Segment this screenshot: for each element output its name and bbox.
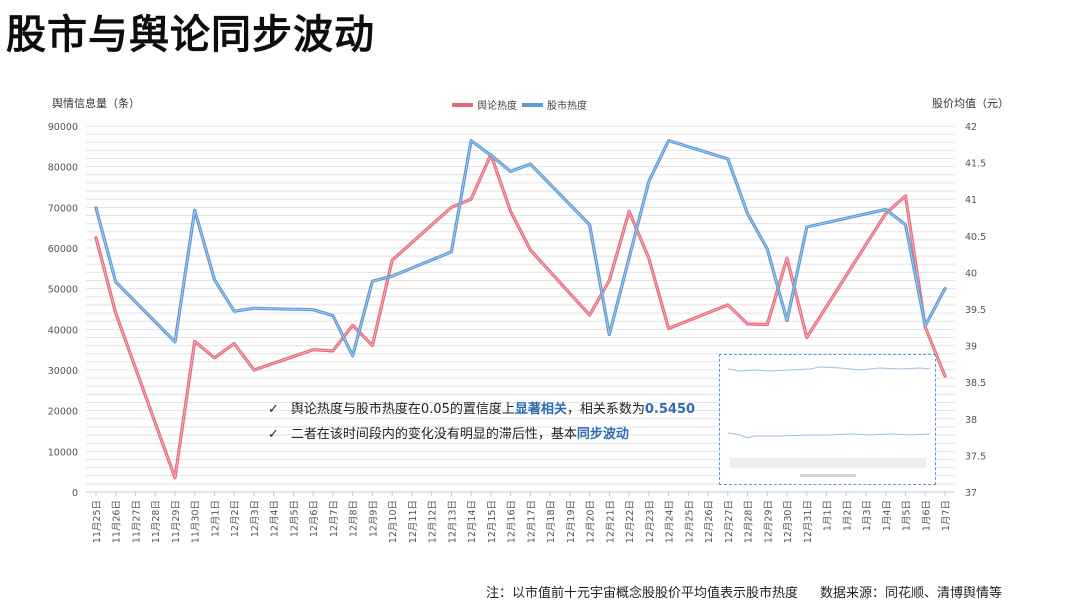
left-tick-label: 10000: [48, 447, 78, 458]
x-tick-label: 12月9日: [368, 500, 379, 537]
left-tick-label: 30000: [48, 366, 78, 377]
x-tick-label: 12月25日: [684, 500, 695, 543]
page-title: 股市与舆论同步波动: [6, 12, 375, 58]
x-tick-label: 12月30日: [783, 500, 794, 543]
right-axis-label: 股价均值（元）: [932, 97, 1009, 110]
right-tick-label: 38.5: [965, 378, 986, 389]
left-axis-label: 舆情信息量（条）: [52, 96, 140, 110]
x-tick-label: 12月15日: [487, 500, 498, 543]
thumbnail-tick-labels: [730, 458, 926, 468]
left-tick-label: 40000: [48, 325, 78, 336]
right-tick-label: 37.5: [965, 451, 986, 462]
x-tick-label: 12月1日: [210, 500, 221, 537]
x-tick-label: 11月28日: [151, 500, 162, 543]
x-tick-label: 12月20日: [586, 500, 597, 543]
left-tick-label: 90000: [48, 122, 78, 133]
x-tick-label: 12月22日: [625, 500, 636, 543]
x-tick-label: 12月28日: [744, 500, 755, 543]
x-tick-label: 12月31日: [803, 500, 814, 543]
left-tick-label: 80000: [48, 163, 78, 174]
x-tick-label: 12月12日: [428, 500, 439, 543]
x-tick-label: 1月4日: [882, 500, 893, 531]
left-tick-label: 50000: [48, 285, 78, 296]
x-axis-ticks: 11月25日 11月26日 11月27日 11月28日 11月29日 11月30日 12月1…: [92, 492, 952, 543]
x-tick-label: 1月1日: [823, 500, 834, 531]
right-tick-label: 42: [965, 122, 977, 133]
x-tick-label: 12月7日: [329, 500, 340, 537]
thumbnail-line-bottom: [727, 432, 931, 439]
check-icon: ✓: [268, 402, 279, 417]
x-tick-label: 12月14日: [467, 500, 478, 543]
x-tick-label: 11月29日: [171, 500, 182, 543]
left-tick-label: 60000: [48, 244, 78, 255]
x-tick-label: 11月30日: [191, 500, 202, 543]
right-tick-label: 40: [965, 268, 977, 279]
right-tick-label: 38: [965, 415, 977, 426]
right-tick-label: 39.5: [965, 305, 986, 316]
x-tick-label: 12月17日: [526, 500, 537, 543]
annotation-sync: ✓ 二者在该时间段内的变化没有明显的滞后性，基本同步波动: [268, 427, 629, 442]
x-tick-label: 12月18日: [546, 500, 557, 543]
x-tick-label: 12月16日: [507, 500, 518, 543]
x-tick-label: 12月5日: [289, 500, 300, 537]
x-tick-label: 1月2日: [842, 500, 853, 531]
footnote-note: 注：以市值前十元宇宙概念股股价平均值表示股市热度: [486, 586, 799, 601]
right-tick-label: 41.5: [965, 159, 986, 170]
left-tick-label: 20000: [48, 407, 78, 418]
x-tick-label: 12月11日: [408, 500, 419, 543]
annotation-correlation: ✓ 舆论热度与股市热度在0.05的置信度上显著相关，相关系数为0.5450: [268, 402, 696, 417]
x-tick-label: 12月8日: [349, 500, 360, 537]
right-tick-label: 41: [965, 195, 977, 206]
x-tick-label: 11月27日: [131, 500, 142, 543]
x-tick-label: 12月26日: [704, 500, 715, 543]
x-tick-label: 12月13日: [447, 500, 458, 543]
x-tick-label: 12月19日: [566, 500, 577, 543]
x-tick-label: 12月6日: [309, 500, 320, 537]
footnote-source: 数据来源：同花顺、清博舆情等: [820, 586, 1003, 601]
footnote: 注：以市值前十元宇宙概念股股价平均值表示股市热度 数据来源：同花顺、清博舆情等: [486, 582, 1002, 601]
x-tick-label: 12月10日: [388, 500, 399, 543]
x-tick-label: 12月23日: [645, 500, 656, 543]
series-line-highlight: [95, 139, 946, 357]
x-tick-label: 1月3日: [862, 500, 873, 531]
x-tick-label: 11月26日: [112, 500, 123, 543]
right-axis-ticks: 37 37.5 38 38.5 39 39.5 40 40.5 41 41.5 42: [965, 122, 986, 499]
x-tick-label: 12月2日: [230, 500, 241, 537]
thumbnail-legend: [800, 474, 856, 477]
right-tick-label: 37: [965, 488, 977, 499]
check-icon: ✓: [268, 427, 279, 442]
x-tick-label: 1月5日: [902, 500, 913, 531]
legend-label-opinion: 舆论热度: [477, 99, 517, 112]
right-tick-label: 40.5: [965, 232, 986, 243]
chart-thumbnail-inset: [719, 354, 936, 485]
x-tick-label: 12月3日: [250, 500, 261, 537]
x-tick-label: 12月27日: [724, 500, 735, 543]
x-tick-label: 12月4日: [270, 500, 281, 537]
series-lines: [94, 139, 947, 480]
legend-label-stock: 股市热度: [547, 99, 587, 112]
x-tick-label: 11月25日: [92, 500, 103, 543]
left-axis-ticks: 0 10000 20000 30000 40000 50000 60000 70000 8000…: [48, 122, 78, 499]
x-tick-label: 12月24日: [665, 500, 676, 543]
x-tick-label: 1月6日: [921, 500, 932, 531]
x-tick-label: 1月7日: [941, 500, 952, 531]
left-tick-label: 0: [72, 488, 78, 499]
left-tick-label: 70000: [48, 203, 78, 214]
chart-legend: 舆论热度 股市热度: [452, 99, 587, 112]
x-tick-label: 12月21日: [605, 500, 616, 543]
thumbnail-line-top: [727, 366, 931, 372]
x-tick-label: 12月29日: [763, 500, 774, 543]
right-tick-label: 39: [965, 342, 977, 353]
